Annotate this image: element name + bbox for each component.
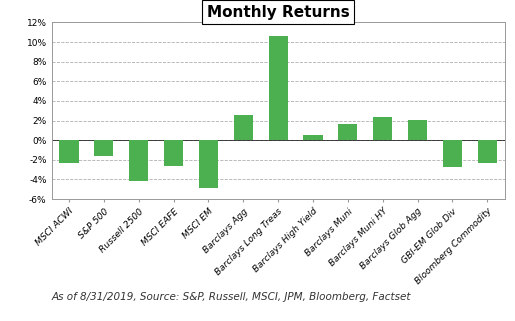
Bar — [199, 140, 218, 188]
Bar — [234, 115, 253, 140]
Bar — [129, 140, 148, 181]
Bar — [303, 135, 322, 140]
Bar — [338, 125, 357, 140]
Bar — [94, 140, 113, 156]
Bar — [373, 117, 392, 140]
Bar — [478, 140, 497, 163]
Bar — [443, 140, 462, 167]
Bar — [59, 140, 78, 163]
Bar — [268, 36, 288, 140]
Text: As of 8/31/2019, Source: S&P, Russell, MSCI, JPM, Bloomberg, Factset: As of 8/31/2019, Source: S&P, Russell, M… — [52, 292, 411, 302]
Title: Monthly Returns: Monthly Returns — [207, 5, 350, 20]
Bar — [408, 119, 427, 140]
Bar — [164, 140, 183, 166]
